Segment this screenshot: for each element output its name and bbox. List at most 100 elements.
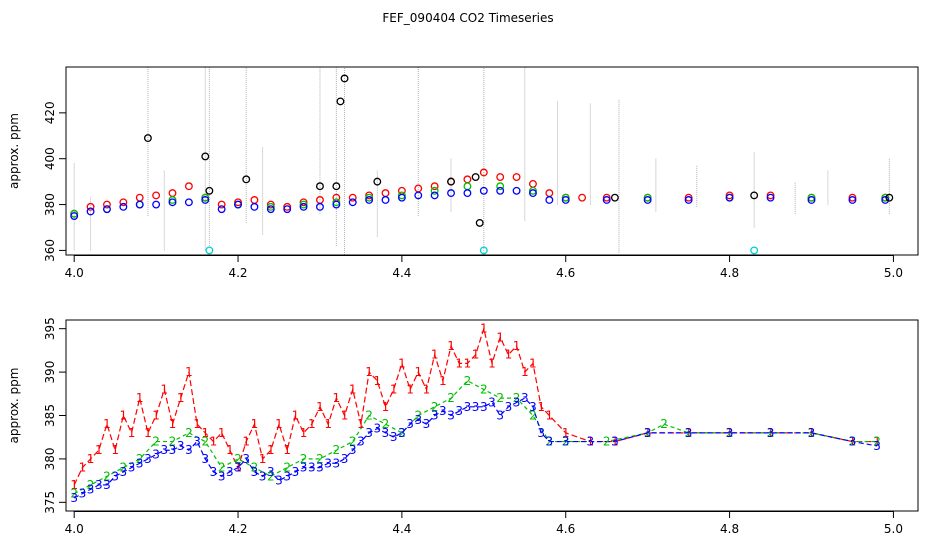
x-tick-label: 4.2 <box>228 522 247 536</box>
red-point-label: 1 <box>546 409 554 423</box>
blue-point-label: 3 <box>849 435 857 449</box>
blue-point <box>152 200 161 209</box>
red-point-label: 1 <box>537 400 545 414</box>
red-point <box>119 198 128 207</box>
blue-point <box>119 202 128 211</box>
green-point <box>430 186 439 195</box>
blue-point <box>397 193 406 202</box>
blue-point-label: 3 <box>488 395 496 409</box>
blue-point <box>684 196 693 204</box>
green-point-label: 2 <box>251 461 259 475</box>
black-point <box>242 175 251 184</box>
red-point-label: 1 <box>365 365 373 379</box>
red-point-label: 1 <box>464 356 472 370</box>
green-point <box>365 193 374 202</box>
red-point-label: 1 <box>644 426 652 440</box>
green-point-label: 2 <box>333 443 341 457</box>
green-point-label: 2 <box>136 452 144 466</box>
green-point-label: 2 <box>496 391 504 405</box>
blue-point <box>348 198 357 207</box>
red-point-label: 1 <box>267 443 275 457</box>
red-point-label: 1 <box>95 443 103 457</box>
x-tick-label: 5.0 <box>884 522 903 536</box>
blue-point <box>430 191 439 200</box>
green-point-label: 2 <box>873 435 881 449</box>
bottom-panel-frame <box>65 319 919 512</box>
blue-point-label: 3 <box>218 469 226 483</box>
green-point-label: 2 <box>529 409 537 423</box>
red-point-label: 1 <box>300 426 308 440</box>
green-point-label: 2 <box>513 391 521 405</box>
black-point <box>471 173 480 181</box>
blue-point-label: 3 <box>251 465 259 479</box>
blue-point-label: 3 <box>152 448 160 462</box>
blue-point <box>766 193 775 202</box>
blue-point <box>643 196 652 204</box>
black-point <box>610 193 619 202</box>
blue-point-label: 3 <box>120 465 128 479</box>
x-tick-label: 4.8 <box>720 522 739 536</box>
x-tick-label: 4.6 <box>556 522 575 536</box>
blue-point-label: 3 <box>685 426 693 440</box>
red-point-label: 1 <box>357 417 365 431</box>
red-point-label: 1 <box>586 435 594 449</box>
figure-title: FEF_090404 CO2 Timeseries <box>382 11 553 25</box>
blue-point-label: 3 <box>226 465 234 479</box>
red-point <box>103 200 111 209</box>
red-point <box>512 173 521 181</box>
bottom-panel: 1111111111111111111111111111111111111111… <box>7 317 919 536</box>
red-point-label: 1 <box>177 391 185 405</box>
y-tick-label: 375 <box>43 491 57 514</box>
red-point-label: 1 <box>726 426 734 440</box>
red-point-label: 1 <box>292 409 300 423</box>
red-point <box>266 200 275 209</box>
red-point-label: 1 <box>308 417 316 431</box>
bottom-panel-marks: 1111111111111111111111111111111111111111… <box>70 322 880 505</box>
red-point-label: 1 <box>808 426 816 440</box>
green-point-label: 2 <box>87 478 95 492</box>
blue-point-label: 3 <box>144 452 152 466</box>
blue-point <box>881 196 890 204</box>
green-point <box>266 202 275 211</box>
blue-point-label: 3 <box>316 461 324 475</box>
black-point <box>316 182 324 191</box>
green-point-label: 2 <box>349 435 357 449</box>
blue-point <box>332 200 341 209</box>
red-point-label: 1 <box>414 365 422 379</box>
blue-point-label: 3 <box>873 439 881 453</box>
green-point <box>168 196 177 204</box>
red-point-label: 1 <box>193 417 201 431</box>
blue-point <box>381 196 390 204</box>
red-point <box>299 198 308 207</box>
blue-point-label: 3 <box>128 461 136 475</box>
blue-point-label: 3 <box>210 465 218 479</box>
blue-point-label: 3 <box>349 443 357 457</box>
green-point <box>643 193 652 202</box>
red-point <box>496 173 505 181</box>
red-point <box>602 193 611 202</box>
red-point-label: 1 <box>685 426 693 440</box>
red-point-label: 1 <box>849 435 857 449</box>
blue-point <box>70 212 79 220</box>
green-point-label: 2 <box>685 426 693 440</box>
red-point-label: 1 <box>562 426 570 440</box>
red-point-label: 1 <box>439 374 447 388</box>
blue-point-label: 3 <box>767 426 775 440</box>
blue-point-label: 3 <box>521 391 529 405</box>
red-point-label: 1 <box>185 365 193 379</box>
green-point-label: 2 <box>431 400 439 414</box>
red-point-label: 1 <box>251 417 259 431</box>
green-series-line <box>73 380 878 495</box>
green-point-label: 2 <box>201 435 209 449</box>
blue-point-label: 3 <box>562 435 570 449</box>
red-point <box>135 193 144 202</box>
red-point <box>184 182 193 191</box>
red-point-label: 1 <box>201 426 209 440</box>
blue-point-label: 3 <box>136 456 144 470</box>
green-point-label: 2 <box>447 391 455 405</box>
blue-point-label: 3 <box>439 404 447 418</box>
blue-point-label: 3 <box>103 478 111 492</box>
blue-point-label: 3 <box>95 478 103 492</box>
red-point-label: 1 <box>234 461 242 475</box>
blue-point <box>602 196 611 204</box>
